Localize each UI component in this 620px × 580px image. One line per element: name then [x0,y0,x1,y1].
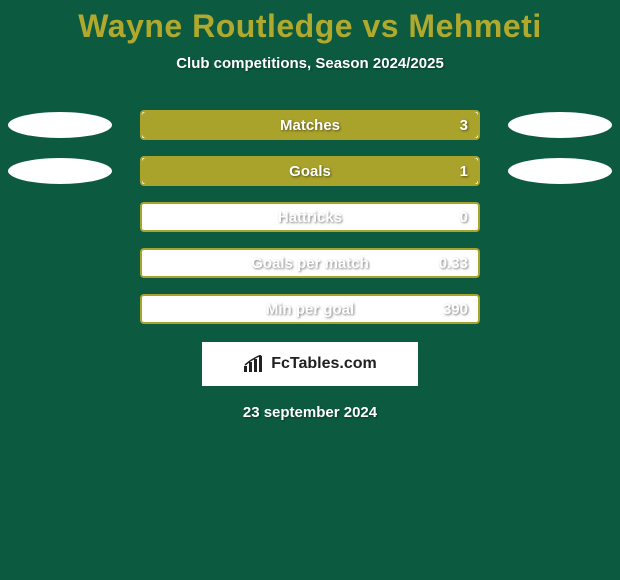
stat-bar: Matches3 [140,110,480,140]
stat-label: Min per goal [142,301,478,318]
stat-row: Goals1 [0,156,620,186]
stat-bar: Min per goal390 [140,294,480,324]
stat-bar: Goals per match0.33 [140,248,480,278]
stat-bar: Goals1 [140,156,480,186]
stat-value: 0 [460,209,468,226]
date-line: 23 september 2024 [0,404,620,421]
brand-text: FcTables.com [271,355,377,373]
stat-row: Min per goal390 [0,294,620,324]
comparison-infographic: Wayne Routledge vs Mehmeti Club competit… [0,0,620,580]
stat-label: Goals per match [142,255,478,272]
page-title: Wayne Routledge vs Mehmeti [0,0,620,45]
stats-area: Matches3Goals1Hattricks0Goals per match0… [0,110,620,324]
stat-bar: Hattricks0 [140,202,480,232]
subtitle: Club competitions, Season 2024/2025 [0,55,620,72]
brand-box[interactable]: FcTables.com [202,342,418,386]
stat-label: Hattricks [142,209,478,226]
chart-icon [243,355,265,373]
stat-value: 390 [443,301,468,318]
stat-row: Hattricks0 [0,202,620,232]
stat-bar-fill [142,158,478,184]
right-indicator-ellipse [508,112,612,138]
left-indicator-ellipse [8,112,112,138]
left-indicator-ellipse [8,158,112,184]
right-indicator-ellipse [508,158,612,184]
stat-row: Goals per match0.33 [0,248,620,278]
stat-row: Matches3 [0,110,620,140]
stat-bar-fill [142,112,478,138]
stat-value: 0.33 [439,255,468,272]
